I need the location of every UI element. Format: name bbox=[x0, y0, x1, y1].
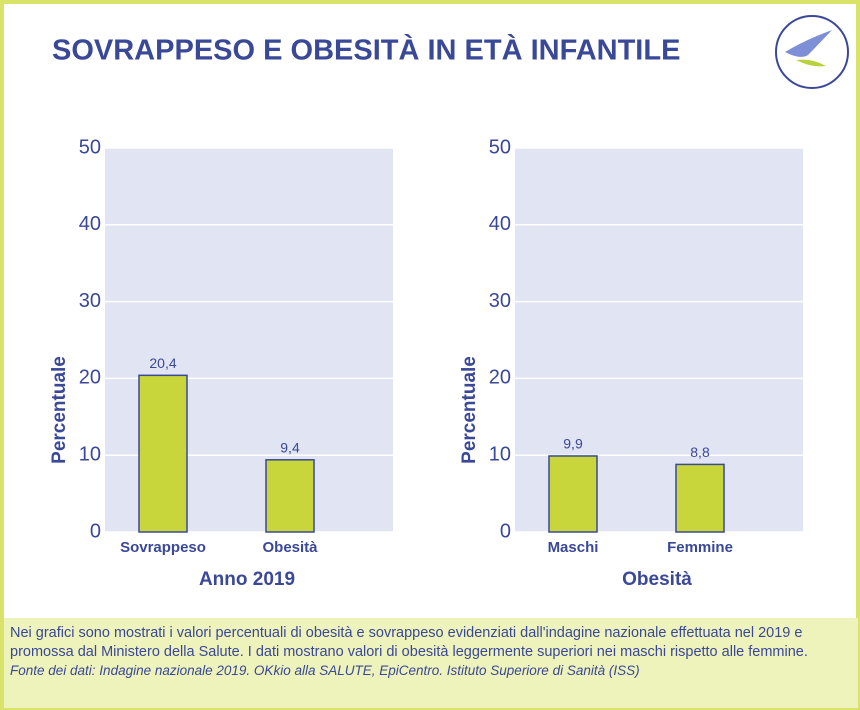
note: Nei grafici sono mostrati i valori perce… bbox=[10, 625, 808, 660]
charts: 0 10 20 30 40 50 Percentuale Anno 2019 Sovrappes… bbox=[49, 136, 803, 590]
footer: Nei grafici sono mostrati i valori perce… bbox=[4, 618, 858, 708]
y-axis-label: Percentuale bbox=[459, 356, 480, 464]
y-tick-label: 0 bbox=[90, 520, 101, 542]
y-tick-label: 30 bbox=[79, 290, 101, 312]
source: Fonte dei dati: Indagine nazionale 2019.… bbox=[10, 663, 640, 678]
title: SOVRAPPESO E OBESITÀ IN ETÀ INFANTILE bbox=[52, 33, 680, 67]
bar bbox=[138, 374, 188, 533]
data-label: 8,8 bbox=[690, 444, 710, 460]
x-axis-label: Obesità bbox=[622, 569, 692, 590]
y-tick-label: 50 bbox=[489, 136, 511, 158]
x-tick-label: Femmine bbox=[667, 539, 733, 556]
y-tick-label: 30 bbox=[489, 290, 511, 312]
x-axis-label: Anno 2019 bbox=[199, 569, 295, 590]
x-tick-label: Sovrappeso bbox=[120, 539, 206, 556]
y-tick-label: 50 bbox=[79, 136, 101, 158]
y-tick-label: 10 bbox=[489, 443, 511, 465]
bar bbox=[675, 463, 725, 533]
y-tick-label: 0 bbox=[500, 520, 511, 542]
y-tick-label: 10 bbox=[79, 443, 101, 465]
y-tick-label: 40 bbox=[489, 213, 511, 235]
y-tick-label: 20 bbox=[79, 367, 101, 389]
data-label: 20,4 bbox=[149, 355, 176, 371]
bar bbox=[548, 455, 598, 533]
bar bbox=[265, 459, 315, 533]
y-axis-label: Percentuale bbox=[49, 356, 70, 464]
x-tick-label: Obesità bbox=[262, 539, 318, 556]
logo bbox=[775, 15, 849, 89]
data-label: 9,4 bbox=[280, 440, 300, 456]
data-label: 9,9 bbox=[563, 436, 583, 452]
y-tick-label: 40 bbox=[79, 213, 101, 235]
x-tick-label: Maschi bbox=[548, 539, 599, 556]
y-tick-label: 20 bbox=[489, 367, 511, 389]
